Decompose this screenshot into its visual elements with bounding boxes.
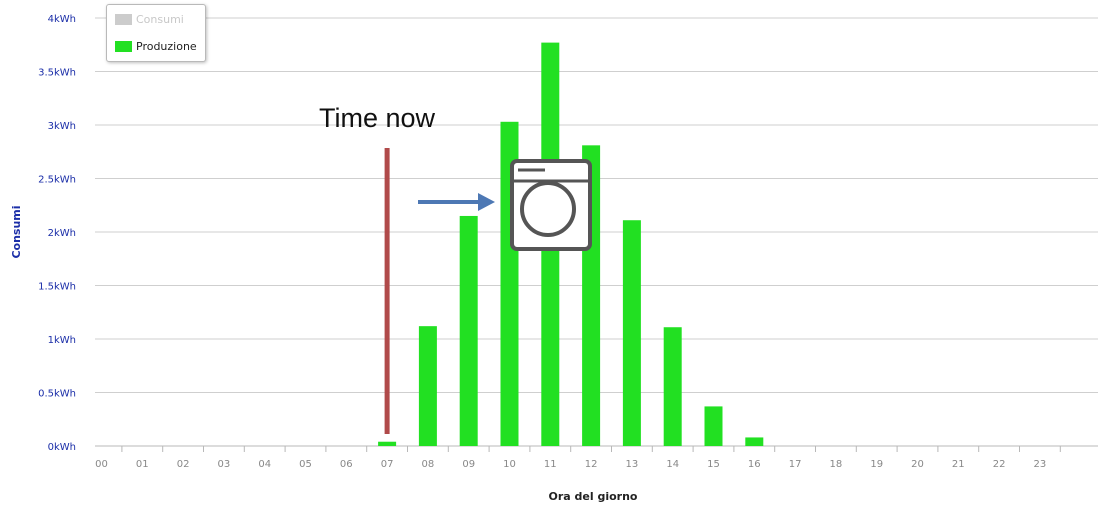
x-axis: 00 01 02 03 04 05 06 07 08 09 10 11 12 13 14 15 16 17 18 19… [95,445,1098,470]
y-tick-label: 2kWh [48,228,76,239]
x-tick-label: 16 [748,459,761,470]
bar-produzione-15[interactable] [704,406,723,446]
x-axis-label: Ora del giorno [549,490,638,503]
x-tick-label: 10 [503,459,516,470]
x-tick-label: 01 [136,459,149,470]
x-tick-label: 05 [299,459,312,470]
legend-label-produzione: Produzione [136,39,197,53]
bar-produzione-14[interactable] [663,327,682,446]
x-tick-label: 06 [340,459,353,470]
x-tick-label: 20 [911,459,924,470]
x-tick-label: 21 [952,459,965,470]
x-tick-label: 07 [381,459,394,470]
y-tick-label: 2.5kWh [38,175,76,186]
legend-item-consumi[interactable]: Consumi [115,12,184,26]
bar-produzione-08[interactable] [418,326,437,446]
y-tick-label: 0kWh [48,442,76,453]
x-tick-label: 02 [177,459,190,470]
bar-produzione-09[interactable] [459,215,478,446]
x-tick-label: 11 [544,459,557,470]
y-tick-label: 1kWh [48,335,76,346]
y-tick-label: 4kWh [48,14,76,25]
washing-machine-icon [510,159,592,251]
bar-produzione-16[interactable] [745,437,764,446]
y-tick-label: 1.5kWh [38,282,76,293]
x-tick-label: 18 [830,459,843,470]
x-tick-label: 12 [585,459,598,470]
y-tick-label: 0.5kWh [38,389,76,400]
x-tick-label: 14 [666,459,679,470]
x-tick-label: 08 [422,459,435,470]
time-now-label: Time now [319,103,436,133]
x-tick-label: 23 [1034,459,1047,470]
x-tick-label: 13 [626,459,639,470]
x-tick-label: 00 [95,459,108,470]
arrow-right-icon [418,193,495,211]
x-tick-label: 04 [258,459,271,470]
x-tick-label: 19 [870,459,883,470]
x-tick-label: 03 [218,459,231,470]
x-tick-label: 22 [993,459,1006,470]
x-tick-label: 15 [707,459,720,470]
legend-swatch-consumi [115,13,132,25]
x-tick-label: 09 [462,459,475,470]
legend-swatch-produzione [115,40,132,52]
y-axis: 0kWh 0.5kWh 1kWh 1.5kWh 2kWh 2.5kWh 3kWh 3.5kWh… [38,14,76,453]
legend: Consumi Produzione [106,4,206,62]
bar-produzione-13[interactable] [622,220,641,446]
bar-produzione-07[interactable] [378,441,397,446]
y-tick-label: 3.5kWh [38,68,76,79]
legend-item-produzione[interactable]: Produzione [115,39,197,53]
y-tick-label: 3kWh [48,121,76,132]
x-tick-label: 17 [789,459,802,470]
legend-label-consumi: Consumi [136,12,184,26]
y-axis-label: Consumi [10,205,23,258]
